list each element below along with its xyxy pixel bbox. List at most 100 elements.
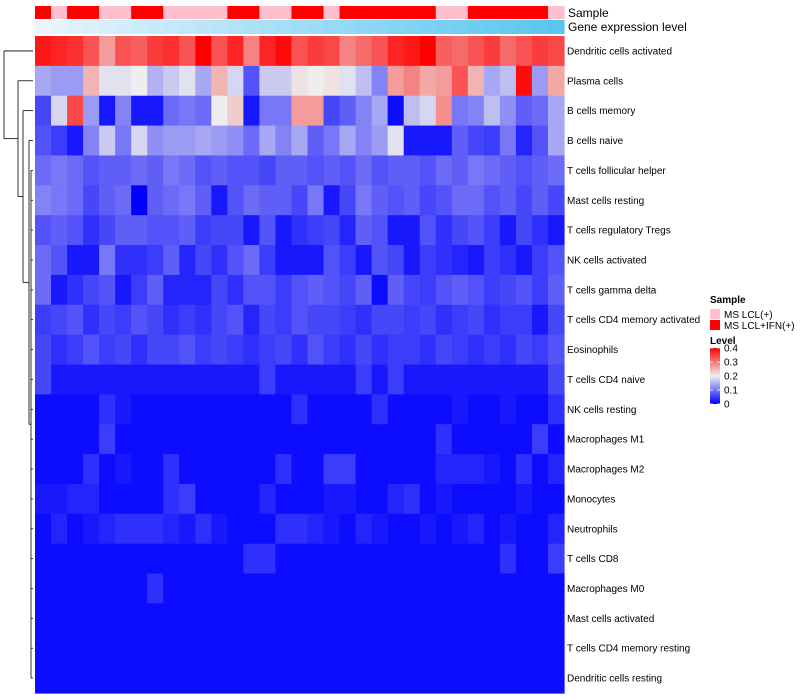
heatmap-cell bbox=[131, 663, 148, 694]
sample-annotation-cell bbox=[227, 6, 244, 19]
heatmap-cell bbox=[403, 394, 421, 425]
heatmap-cell bbox=[515, 274, 533, 306]
heatmap-cell bbox=[195, 155, 212, 186]
heatmap-cell bbox=[323, 185, 341, 216]
heatmap-cell bbox=[387, 65, 405, 97]
heatmap-cell bbox=[419, 543, 437, 575]
heatmap-cell bbox=[35, 663, 52, 694]
heatmap-cell bbox=[115, 155, 132, 186]
gene-expression-annotation-cell bbox=[51, 20, 68, 34]
heatmap-cell bbox=[483, 215, 501, 246]
heatmap-cell bbox=[227, 364, 244, 395]
heatmap-cell bbox=[259, 185, 277, 216]
heatmap-cell bbox=[83, 95, 100, 127]
heatmap-cell bbox=[323, 513, 341, 545]
heatmap-cell bbox=[291, 394, 309, 425]
heatmap-cell bbox=[515, 513, 533, 545]
heatmap-cell bbox=[131, 633, 148, 664]
row-label: T cells gamma delta bbox=[567, 285, 657, 296]
heatmap-cell bbox=[179, 513, 196, 545]
heatmap-cell bbox=[211, 334, 228, 366]
heatmap-cell bbox=[403, 215, 421, 246]
sample-annotation-cell bbox=[259, 6, 277, 19]
heatmap-cell bbox=[499, 245, 517, 276]
heatmap-cell bbox=[371, 155, 389, 186]
gene-expression-annotation-cell bbox=[243, 20, 261, 34]
level-tick-label: 0 bbox=[724, 400, 730, 411]
heatmap-cell bbox=[35, 633, 52, 664]
heatmap-cell bbox=[131, 573, 148, 605]
level-tick-label: 0.3 bbox=[724, 358, 738, 369]
heatmap-cell bbox=[195, 185, 212, 216]
sample-annotation-cell bbox=[339, 6, 357, 19]
heatmap-cell bbox=[243, 543, 261, 575]
heatmap-cell bbox=[291, 95, 309, 127]
heatmap-cell bbox=[51, 663, 68, 694]
heatmap-cell bbox=[211, 513, 228, 545]
heatmap-cell bbox=[451, 245, 469, 276]
heatmap-cell bbox=[435, 364, 453, 395]
heatmap-cell bbox=[115, 513, 132, 545]
heatmap-cell bbox=[35, 155, 52, 186]
heatmap-cell bbox=[307, 245, 325, 276]
legend-label-ms-lcl: MS LCL(+) bbox=[724, 310, 773, 321]
heatmap-cell bbox=[179, 245, 196, 276]
heatmap-cell bbox=[387, 424, 405, 455]
heatmap-cell bbox=[99, 95, 116, 127]
heatmap-cell bbox=[323, 36, 341, 67]
heatmap-cell bbox=[99, 274, 116, 306]
heatmap-cell bbox=[355, 95, 373, 127]
heatmap-cell bbox=[323, 155, 341, 186]
heatmap-cell bbox=[99, 155, 116, 186]
heatmap-cell bbox=[147, 245, 164, 276]
heatmap-cell bbox=[291, 185, 309, 216]
sample-annotation-cell bbox=[131, 6, 148, 19]
heatmap-cell bbox=[403, 364, 421, 395]
heatmap-cell bbox=[147, 125, 164, 157]
heatmap-cell bbox=[99, 36, 116, 67]
heatmap-cell bbox=[291, 65, 309, 97]
heatmap-cell bbox=[67, 513, 84, 545]
heatmap-cell bbox=[35, 215, 52, 246]
heatmap-cell bbox=[131, 454, 148, 485]
heatmap-cell bbox=[179, 65, 196, 97]
heatmap-cell bbox=[211, 394, 228, 425]
sample-annotation-cell bbox=[115, 6, 132, 19]
row-label: Dendritic cells resting bbox=[567, 674, 662, 685]
heatmap-cell bbox=[371, 633, 389, 664]
heatmap-cell bbox=[387, 573, 405, 605]
heatmap-cell bbox=[403, 603, 421, 634]
heatmap-cell bbox=[435, 185, 453, 216]
heatmap-cell bbox=[275, 334, 293, 366]
heatmap-cell bbox=[499, 36, 517, 67]
heatmap-cell bbox=[387, 364, 405, 395]
heatmap-cell bbox=[499, 483, 517, 515]
heatmap-cell bbox=[211, 215, 228, 246]
heatmap-cell bbox=[83, 65, 100, 97]
heatmap-cell bbox=[67, 95, 84, 127]
heatmap-cell bbox=[147, 304, 164, 336]
heatmap-cell bbox=[339, 334, 357, 366]
sample-annotation-cell bbox=[179, 6, 196, 19]
heatmap-cell bbox=[147, 95, 164, 127]
heatmap-cell bbox=[515, 663, 533, 694]
heatmap-cell bbox=[483, 304, 501, 336]
legend-level-ticks: 0.4 0.3 0.2 0.1 0 bbox=[710, 344, 738, 411]
heatmap-cell bbox=[51, 394, 68, 425]
heatmap-cell bbox=[83, 454, 100, 485]
heatmap-cell bbox=[323, 95, 341, 127]
heatmap-cell bbox=[259, 513, 277, 545]
heatmap-cell bbox=[419, 633, 437, 664]
heatmap-cell bbox=[227, 215, 244, 246]
heatmap-cell bbox=[403, 543, 421, 575]
heatmap-cell bbox=[387, 245, 405, 276]
heatmap-cell bbox=[355, 603, 373, 634]
sample-annotation-cell bbox=[387, 6, 405, 19]
heatmap-cell bbox=[467, 394, 485, 425]
heatmap-cell bbox=[51, 483, 68, 515]
heatmap-cell bbox=[275, 573, 293, 605]
heatmap-cell bbox=[387, 513, 405, 545]
heatmap-cell bbox=[355, 633, 373, 664]
heatmap-cell bbox=[243, 304, 261, 336]
heatmap-cell bbox=[307, 185, 325, 216]
